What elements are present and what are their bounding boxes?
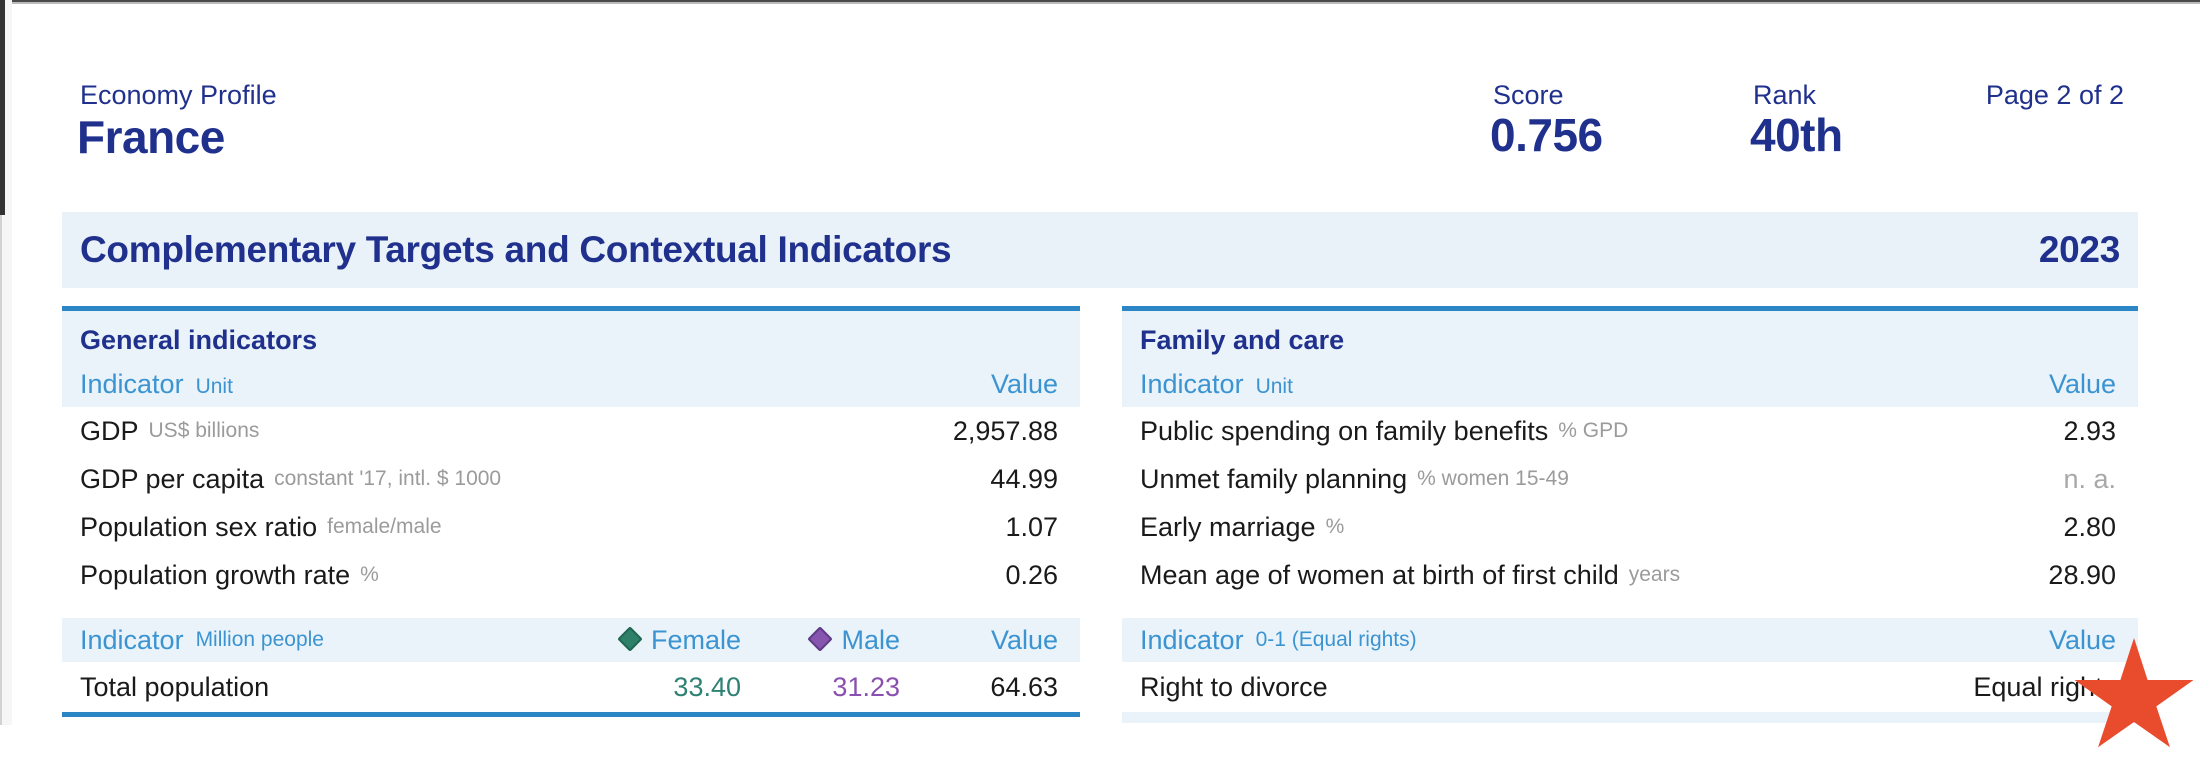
indicator-name: GDP xyxy=(80,415,139,446)
male-diamond-icon xyxy=(807,625,834,652)
score-value: 0.756 xyxy=(1490,109,1603,161)
next-section-strip xyxy=(1122,712,2138,723)
indicator-value: 44.99 xyxy=(990,463,1058,494)
male-column-header: Male xyxy=(741,625,900,656)
indicator-unit: female/male xyxy=(327,515,442,538)
indicator-column-label: Indicator xyxy=(1140,624,1244,655)
indicator-value: 2.93 xyxy=(2063,415,2116,446)
indicator-name: Population growth rate xyxy=(80,559,351,590)
indicator-unit: constant '17, intl. $ 1000 xyxy=(274,467,502,490)
score-label: Score xyxy=(1493,80,1564,110)
value-column-label: Value xyxy=(990,369,1058,399)
table-row: Right to divorce Equal rights xyxy=(1122,662,2138,712)
value-column-label: Value xyxy=(990,624,1058,655)
unit-column-label: Unit xyxy=(195,375,233,398)
indicator-unit: % GPD xyxy=(1558,419,1629,442)
value-column-label: Value xyxy=(2048,624,2116,655)
female-value: 33.40 xyxy=(673,671,741,702)
general-indicators-title: General indicators xyxy=(80,325,318,355)
male-value: 31.23 xyxy=(832,671,900,702)
general-indicators-table: General indicators Indicator Unit Value … xyxy=(62,306,1080,717)
table-row: Public spending on family benefits % GPD… xyxy=(1122,407,2138,455)
table-row: Early marriage % 2.80 xyxy=(1122,503,2138,551)
indicator-unit: % women 15-49 xyxy=(1417,467,1569,490)
value-column-label: Value xyxy=(2048,369,2116,399)
profile-label: Economy Profile xyxy=(80,80,277,110)
indicator-name: Mean age of women at birth of first chil… xyxy=(1140,559,1619,590)
table-row: Mean age of women at birth of first chil… xyxy=(1122,551,2138,599)
country-name: France xyxy=(77,111,225,163)
indicator-column-label: Indicator xyxy=(80,369,184,399)
family-and-care-title: Family and care xyxy=(1140,325,1345,355)
population-subheader: Indicator Million people Female Male Val… xyxy=(62,618,1080,662)
indicator-value: 0.26 xyxy=(1005,559,1058,590)
total-value: 64.63 xyxy=(990,671,1058,702)
table-row: Unmet family planning % women 15-49 n. a… xyxy=(1122,455,2138,503)
family-and-care-table: Family and care Indicator Unit Value Pub… xyxy=(1122,306,2138,723)
female-column-label: Female xyxy=(650,624,741,655)
indicator-unit: US$ billions xyxy=(148,419,260,442)
indicator-value: 2,957.88 xyxy=(952,415,1058,446)
family-column-header: Indicator Unit Value xyxy=(1140,369,2116,400)
indicator-unit: years xyxy=(1628,563,1681,586)
table-row: Population growth rate % 0.26 xyxy=(62,551,1080,599)
indicator-name: Population sex ratio xyxy=(80,511,318,542)
window-top-edge xyxy=(0,0,2200,2)
indicator-name: Total population xyxy=(80,671,270,702)
indicator-name: Public spending on family benefits xyxy=(1140,415,1549,446)
section-banner: Complementary Targets and Contextual Ind… xyxy=(62,212,2138,288)
indicator-unit: % xyxy=(360,563,379,586)
unit-column-label: Million people xyxy=(195,628,324,651)
indicator-value: 28.90 xyxy=(2048,559,2116,590)
indicator-name: Right to divorce xyxy=(1140,671,1328,702)
indicator-column-label: Indicator xyxy=(1140,369,1244,399)
unit-column-label: 0-1 (Equal rights) xyxy=(1255,628,1417,651)
left-scrollbar-thumb[interactable] xyxy=(0,0,5,215)
section-banner-year: 2023 xyxy=(2038,229,2120,270)
male-column-label: Male xyxy=(841,624,900,655)
section-banner-title: Complementary Targets and Contextual Ind… xyxy=(80,229,952,270)
rank-value: 40th xyxy=(1750,109,1843,161)
indicator-name: GDP per capita xyxy=(80,463,265,494)
indicator-unit: % xyxy=(1325,515,1345,538)
female-diamond-icon xyxy=(617,625,643,652)
general-indicators-head: General indicators Indicator Unit Value xyxy=(62,311,1080,407)
indicator-name: Unmet family planning xyxy=(1140,463,1408,494)
table-row: Population sex ratio female/male 1.07 xyxy=(62,503,1080,551)
indicator-column-label: Indicator xyxy=(80,624,184,655)
window-top-edge-shade xyxy=(0,2,2200,4)
family-and-care-head: Family and care Indicator Unit Value xyxy=(1122,311,2138,407)
indicator-value: n. a. xyxy=(2063,463,2116,494)
rights-subheader: Indicator 0-1 (Equal rights) Value xyxy=(1122,618,2138,662)
indicator-value: 2.80 xyxy=(2063,511,2116,542)
indicator-name: Early marriage xyxy=(1140,511,1316,542)
rank-label: Rank xyxy=(1753,80,1817,110)
table-row: GDP per capita constant '17, intl. $ 100… xyxy=(62,455,1080,503)
table-row: Total population 33.40 31.23 64.63 xyxy=(62,662,1080,712)
page-indicator: Page 2 of 2 xyxy=(1985,80,2124,110)
indicator-value: 1.07 xyxy=(1005,511,1058,542)
general-column-header: Indicator Unit Value xyxy=(80,369,1058,400)
female-column-header: Female xyxy=(581,625,741,656)
unit-column-label: Unit xyxy=(1255,375,1293,398)
table-row: GDP US$ billions 2,957.88 xyxy=(62,407,1080,455)
